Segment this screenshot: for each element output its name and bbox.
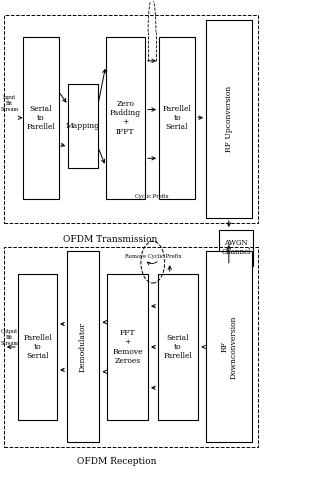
Bar [107,274,148,420]
Text: OFDM Transmission: OFDM Transmission [63,235,158,244]
Bar [4,247,258,447]
Bar [159,36,195,199]
Text: OFDM Reception: OFDM Reception [77,457,157,466]
Text: AWGN
Channel: AWGN Channel [221,239,250,256]
Bar [206,251,252,443]
Text: Cyclic Prefix: Cyclic Prefix [135,194,169,199]
Bar [206,20,252,218]
Text: Demodulator: Demodulator [79,322,87,372]
Text: Output
Bit
Stream: Output Bit Stream [1,329,19,346]
Text: FFT
+
Remove
Zeroes: FFT + Remove Zeroes [112,329,143,365]
Text: Serial
to
Parellel: Serial to Parellel [163,334,192,360]
Bar [158,274,198,420]
Bar [68,84,98,168]
Text: RF
Downconversion: RF Downconversion [220,315,238,379]
Bar [219,230,253,266]
Text: Parellel
to
Serial: Parellel to Serial [163,104,192,131]
Text: Parellel
to
Serial: Parellel to Serial [23,334,52,360]
Text: Remove Cyclic Prefix: Remove Cyclic Prefix [124,254,181,259]
Bar [4,15,258,223]
Text: Serial
to
Parellel: Serial to Parellel [26,104,55,131]
Bar [106,36,145,199]
Text: Input
Bit
Stream: Input Bit Stream [1,95,19,112]
Text: RF Upconversion: RF Upconversion [225,86,233,152]
Bar [66,251,100,443]
Text: Mapping: Mapping [66,122,100,130]
Text: Zero
Padding
+
IFFT: Zero Padding + IFFT [110,100,141,136]
Bar [18,274,57,420]
Bar [23,36,59,199]
